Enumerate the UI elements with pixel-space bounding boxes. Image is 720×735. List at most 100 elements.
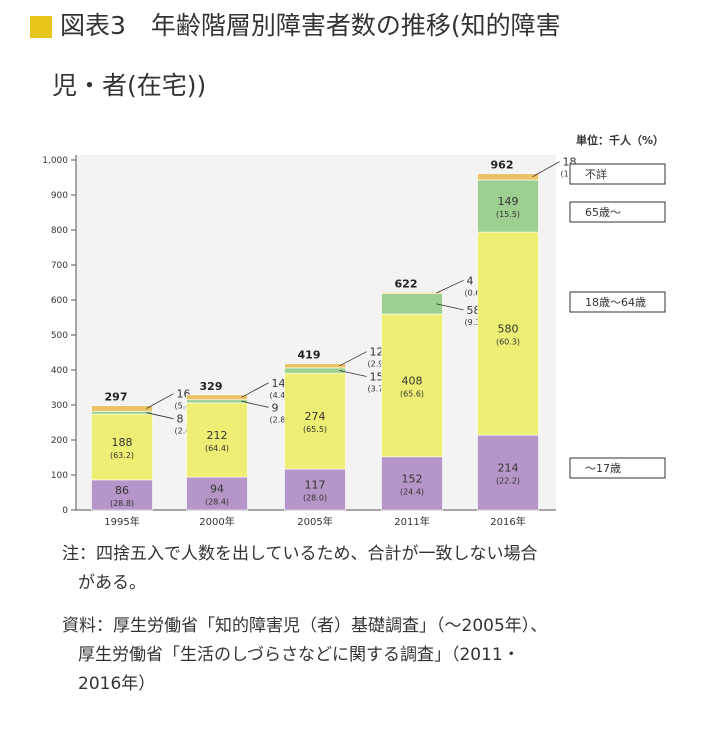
- callout-line: [146, 412, 174, 420]
- callout-line: [436, 279, 464, 294]
- legend-box: [569, 201, 666, 223]
- note-line-2: がある。: [78, 573, 146, 593]
- legend-box: [569, 291, 666, 313]
- bar-segment: [284, 468, 346, 511]
- y-tick-label: 1,000: [42, 156, 68, 166]
- bar-segment: [186, 476, 248, 511]
- data-label: 117: [305, 479, 326, 492]
- bar-segment: [91, 405, 153, 412]
- x-tick-label: 1995年: [104, 515, 139, 528]
- data-label: 408: [402, 374, 423, 387]
- data-label: 86: [115, 484, 129, 497]
- title-line-2: 児・者(在宅)): [52, 71, 207, 100]
- y-tick-label: 900: [51, 191, 68, 201]
- bar-segment: [186, 399, 248, 404]
- data-label: 58: [467, 304, 481, 317]
- data-label-percent: (4.4): [270, 391, 289, 400]
- y-tick-label: 200: [51, 436, 68, 446]
- y-tick-label: 800: [51, 226, 68, 236]
- callout-line: [532, 161, 560, 178]
- bar-segment: [91, 413, 153, 481]
- data-label-percent: (28.0): [303, 494, 327, 503]
- bar-segment: [477, 231, 539, 436]
- data-label-percent: (28.8): [110, 499, 134, 508]
- bar-segment: [381, 293, 443, 315]
- callout-line: [241, 400, 269, 408]
- legend-box: [569, 457, 666, 479]
- data-label: 4: [467, 274, 474, 287]
- data-label-percent: (9.3): [465, 318, 484, 327]
- total-label: 622: [395, 277, 418, 290]
- data-label: 152: [402, 472, 423, 485]
- data-label-percent: (28.4): [205, 498, 229, 507]
- data-label-percent: (63.2): [110, 451, 134, 460]
- data-label-percent: (0.6): [465, 288, 484, 297]
- bar-segment: [477, 173, 539, 181]
- legend-box: [569, 163, 666, 185]
- data-label: 149: [498, 195, 519, 208]
- bar-segment: [91, 479, 153, 511]
- data-label-percent: (22.2): [496, 477, 520, 486]
- x-tick-label: 2016年: [490, 515, 525, 528]
- title-marker: [30, 16, 52, 38]
- data-label-percent: (15.5): [496, 210, 520, 219]
- data-label-percent: (3.7): [368, 385, 387, 394]
- data-label: 12: [370, 346, 384, 359]
- bar-segment: [284, 367, 346, 374]
- bar-segment: [381, 292, 443, 295]
- legend-label: 65歳～: [585, 206, 621, 219]
- unit-label: 単位：千人（%）: [576, 133, 664, 147]
- bar-segment: [381, 456, 443, 511]
- data-label: 212: [207, 429, 228, 442]
- data-label: 214: [498, 462, 519, 475]
- callout-line: [339, 370, 367, 377]
- data-label: 188: [112, 436, 133, 449]
- source-line-2: 厚生労働省「生活のしづらさなどに関する調査」（2011・: [78, 645, 520, 665]
- bar-segment: [186, 394, 248, 401]
- legend-label: ～17歳: [585, 462, 621, 475]
- y-tick-label: 500: [51, 331, 68, 341]
- data-label: 15: [370, 371, 384, 384]
- y-tick-label: 300: [51, 401, 68, 411]
- total-label: 297: [105, 391, 128, 404]
- data-label: 580: [498, 323, 519, 336]
- bar-segment: [284, 363, 346, 369]
- x-tick-label: 2011年: [394, 515, 429, 528]
- title-line-1: 図表3 年齢階層別障害者数の推移(知的障害: [60, 11, 561, 40]
- source-line-1: 資料：厚生労働省「知的障害児（者）基礎調査」（～2005年）、: [62, 616, 548, 636]
- total-label: 419: [298, 349, 321, 362]
- legend-label: 不詳: [585, 167, 607, 181]
- total-label: 329: [200, 380, 223, 393]
- data-label-percent: (2.6): [175, 427, 194, 436]
- data-label-percent: (65.6): [400, 389, 424, 398]
- bar-segment: [477, 179, 539, 233]
- y-tick-label: 0: [62, 506, 68, 516]
- data-label-percent: (64.4): [205, 444, 229, 453]
- data-label-percent: (5.4): [175, 402, 194, 411]
- data-label-percent: (2.8): [270, 415, 289, 424]
- bar-segment: [91, 410, 153, 415]
- notes-block: 注：四捨五入で人数を出しているため、合計が一致しない場合 がある。 資料：厚生労…: [62, 540, 702, 699]
- data-label: 9: [272, 401, 279, 414]
- legend-label: 18歳～64歳: [585, 296, 646, 309]
- bar-segment: [477, 434, 539, 511]
- bar-segment: [381, 313, 443, 458]
- x-tick-label: 2000年: [199, 515, 234, 528]
- source-line-3: 2016年）: [78, 674, 156, 694]
- callout-line: [436, 303, 464, 311]
- data-label: 8: [177, 413, 184, 426]
- note-line-1: 注：四捨五入で人数を出しているため、合計が一致しない場合: [62, 544, 538, 564]
- data-label-percent: (65.5): [303, 425, 327, 434]
- data-label-percent: (60.3): [496, 338, 520, 347]
- data-label-percent: (2.9): [368, 360, 387, 369]
- callout-line: [146, 393, 174, 409]
- data-label: 274: [305, 410, 326, 423]
- y-tick-label: 100: [51, 471, 68, 481]
- y-tick-label: 400: [51, 366, 68, 376]
- data-label-percent: (24.4): [400, 487, 424, 496]
- x-tick-label: 2005年: [297, 515, 332, 528]
- y-tick-label: 600: [51, 296, 68, 306]
- data-label: 94: [210, 483, 224, 496]
- y-tick-label: 700: [51, 261, 68, 271]
- callout-line: [339, 351, 367, 367]
